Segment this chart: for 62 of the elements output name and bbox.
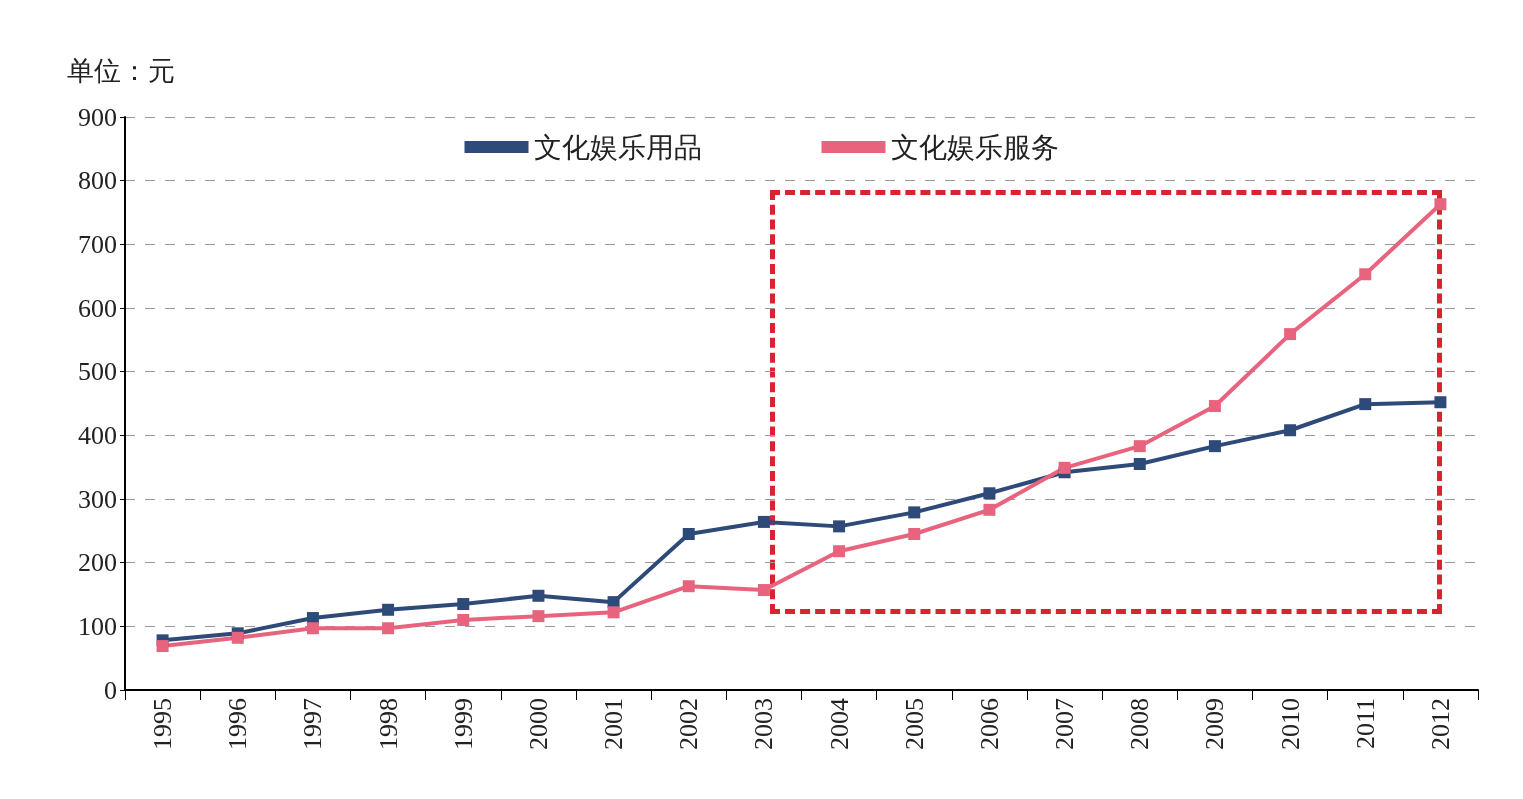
point [682,528,695,541]
y-tick-label: 700 [78,229,117,259]
point [757,515,770,528]
point [1058,461,1071,474]
point [382,622,395,635]
legend-label: 文化娱乐服务 [890,131,1059,163]
x-tick-label: 1997 [298,698,328,750]
x-tick-label: 2008 [1125,698,1155,750]
x-tick-label: 2002 [674,698,704,750]
point [757,584,770,597]
point [1284,424,1297,437]
point [983,503,996,516]
point [532,589,545,602]
point [1208,440,1221,453]
x-tick-label: 1998 [373,698,403,750]
point [908,528,921,541]
y-tick-label: 600 [78,293,117,323]
x-tick-label: 2004 [824,698,854,750]
legend-label: 文化娱乐用品 [533,131,702,163]
x-tick-label: 2001 [599,698,629,750]
x-tick-label: 2007 [1050,698,1080,750]
point [1359,398,1372,411]
x-tick-label: 2003 [749,698,779,750]
point [231,631,244,644]
point [532,610,545,623]
y-tick-label: 500 [78,357,117,387]
point [833,520,846,533]
point [983,487,996,500]
y-tick-label: 200 [78,548,117,578]
point [607,606,620,619]
point [457,613,470,626]
point [382,603,395,616]
point [908,506,921,519]
point [1133,457,1146,470]
point [682,580,695,593]
x-tick-label: 1995 [148,698,178,750]
y-tick-label: 100 [78,611,117,641]
y-tick-label: 900 [78,102,117,132]
point [306,622,319,635]
point [1284,328,1297,341]
point [1434,396,1447,409]
y-tick-label: 400 [78,420,117,450]
y-tick-label: 300 [78,484,117,514]
x-tick-label: 2011 [1350,698,1380,750]
point [156,640,169,653]
point [1434,198,1447,211]
x-tick-label: 2012 [1425,698,1455,750]
point [1133,440,1146,453]
x-tick-label: 2006 [974,698,1004,750]
x-tick-label: 2010 [1275,698,1305,750]
x-tick-label: 1999 [448,698,478,750]
point [1359,268,1372,281]
x-tick-label: 2009 [1200,698,1230,750]
y-axis-title: 单位：元 [67,55,175,86]
x-tick-label: 1996 [223,698,253,750]
y-tick-label: 800 [78,166,117,196]
y-tick-label: 0 [104,675,117,705]
x-tick-label: 2005 [899,698,929,750]
point [1208,400,1221,413]
point [833,545,846,558]
point [457,598,470,611]
x-tick-label: 2000 [523,698,553,750]
